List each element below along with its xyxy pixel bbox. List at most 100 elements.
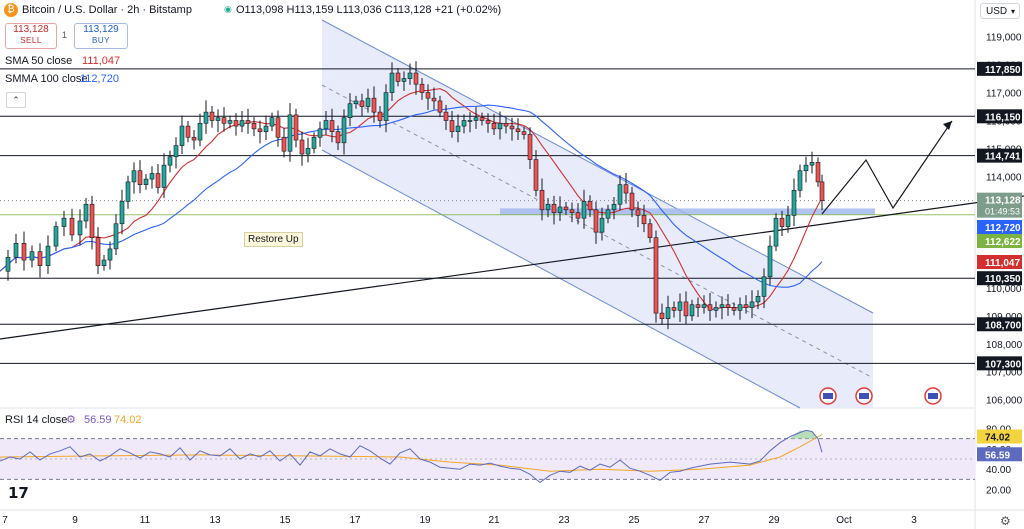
economic-event-flag [859,393,869,399]
buy-price: 113,129 [83,24,119,35]
green-line-price-label: 112,622 [985,237,1021,248]
candle-body [569,209,575,213]
candle-body [515,128,521,132]
candle-body [53,226,59,247]
candle-body [173,145,179,158]
candle-body [137,170,143,185]
candle-body [617,184,623,205]
candle-body [725,304,731,308]
candle-body [623,184,629,194]
candle-body [587,201,593,211]
channel-lower-line [321,149,801,409]
collapse-legend-icon[interactable]: ⌃ [6,92,26,108]
level-price-label: 108,700 [985,320,1022,331]
candle-body [251,122,257,130]
candle-body [791,189,797,216]
candle-body [773,217,779,247]
candle-body [443,111,449,121]
candle-body [353,100,359,105]
candle-body [557,206,563,213]
candle-body [785,215,791,227]
buy-button[interactable]: 113,129 BUY [74,23,128,49]
candle-body [305,148,311,155]
date-tick-label: 9 [72,515,78,526]
candle-body [563,206,569,211]
buy-label: BUY [92,36,110,45]
candle-body [95,237,101,266]
candle-body [527,134,533,160]
candle-body [689,304,695,317]
candle-body [719,304,725,308]
candle-body [197,122,203,141]
candle-body [45,245,51,266]
sell-button[interactable]: 113,128 SELL [5,23,57,49]
candle-body [215,117,221,121]
candle-body [341,117,347,144]
rsi-legend-label[interactable]: RSI 14 close [5,414,68,426]
tradingview-logo[interactable]: 17 [8,484,29,502]
candle-body [227,120,233,124]
currency-label: USD [986,6,1008,17]
candle-body [707,304,713,311]
candle-body [69,217,75,236]
chevron-down-icon: ▾ [1010,7,1015,16]
candle-body [155,173,161,188]
price-tick-label: 106,000 [986,396,1023,407]
restore-up-annotation[interactable]: Restore Up [244,232,303,247]
candle-body [425,92,431,99]
spread-value: 1 [62,30,68,40]
rsi-settings-icon[interactable]: ⚙ [66,414,76,426]
candle-body [809,162,815,166]
candle-body [407,72,413,79]
candle-body [491,122,497,130]
candle-body [401,78,407,82]
candle-body [131,170,137,183]
candle-body [593,209,599,233]
countdown-label: 01:49:53 [985,207,1020,217]
candle-body [257,128,263,132]
candle-body [365,97,371,107]
candle-body [605,209,611,219]
smma100-legend-value: 112,720 [80,73,119,85]
candle-body [143,178,149,185]
current-price-label: 113,128 [985,196,1021,207]
sma50-price-label-bg [977,255,1022,269]
level-price-label: 110,350 [985,274,1021,285]
candle-body [287,114,293,152]
candle-body [101,259,107,266]
candle-body [503,122,509,127]
candle-body [437,100,443,113]
sma50-price-label: 111,047 [985,258,1020,269]
sma50-legend-label[interactable]: SMA 50 close [5,55,73,67]
price-tick-label: 108,000 [986,340,1023,351]
candle-body [359,100,365,107]
candle-body [275,117,281,138]
currency-selector[interactable]: USD ▾ [980,3,1020,19]
date-tick-label: 17 [349,515,361,526]
support-zone [500,208,875,215]
candle-body [461,120,467,127]
candle-body [377,111,383,121]
date-tick-label: 13 [209,515,221,526]
candle-body [755,296,761,303]
rsi-price-label-bg [977,447,1022,462]
candle-body [647,223,653,239]
symbol-title[interactable]: Bitcoin / U.S. Dollar · 2h · Bitstamp [22,4,192,16]
rsi-ma-legend-value: 74.02 [114,414,142,426]
candle-body [653,237,659,314]
level-price-label-bg [977,317,1022,332]
candle-body [473,117,479,121]
date-tick-label: 3 [911,515,917,526]
price-tick-label: 107,000 [986,368,1023,379]
settings-gear-icon[interactable]: ⚙ [1000,514,1011,528]
date-tick-label: 11 [140,515,151,526]
candle-body [731,307,737,311]
candle-body [779,217,785,227]
candle-body [695,304,701,308]
smma100-legend-label[interactable]: SMMA 100 close [5,73,88,85]
date-tick-label: 23 [558,515,570,526]
candle-body [431,97,437,102]
candle-body [21,243,27,261]
ohlc-readout: O113,098 H113,159 L113,036 C113,128 +21 … [236,4,502,16]
